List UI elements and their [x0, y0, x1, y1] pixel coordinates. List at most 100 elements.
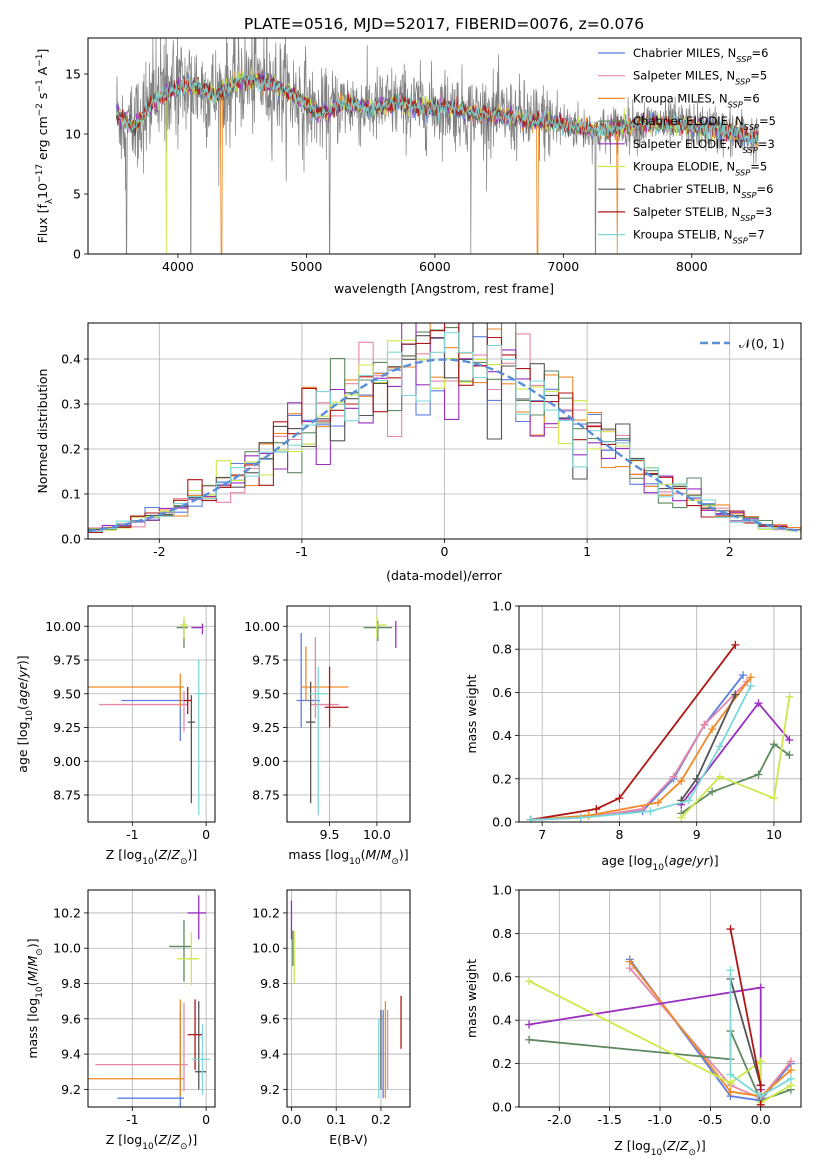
weight-marker-2	[746, 673, 755, 682]
y-tick-label: 0.4	[492, 728, 512, 743]
axes-frame	[518, 605, 802, 823]
y-tick-label: 8.75	[53, 788, 81, 803]
weight-marker-8	[646, 807, 655, 816]
x-tick-label: -1	[296, 544, 308, 559]
x-tick-label: -1	[126, 827, 138, 842]
weight-marker-3	[708, 787, 717, 796]
weight-marker-0	[739, 671, 748, 680]
weight-marker-4	[785, 735, 794, 744]
y-axis-label: age [log10(age/yr)]	[15, 655, 35, 772]
weight-marker-2	[677, 776, 686, 785]
weight-marker-5	[785, 692, 794, 701]
axes-frame	[87, 605, 216, 823]
weight-marker-4	[754, 699, 763, 708]
weight-marker-7	[615, 794, 624, 803]
axes-age-z: -1 0 8.75 9.00 9.25 9.50 9.75 10.00 Z [log10(Z/Z…	[15, 605, 216, 867]
y-tick-label: 0.4	[492, 1013, 512, 1028]
weight-marker-5	[769, 794, 778, 803]
legend-entry-6: Chabrier STELIB, NSSP=6	[633, 182, 773, 200]
weight-marker-3	[785, 751, 794, 760]
weight-marker-8	[746, 681, 755, 690]
x-axis-label: Z [log10(Z/Z⊙)]	[106, 1132, 198, 1152]
weight-marker-2	[726, 1087, 735, 1096]
legend-entry-1: Salpeter MILES, NSSP=5	[633, 69, 767, 87]
weight-marker-4	[756, 983, 765, 992]
y-axis-label: Flux [fλ10−17 erg cm−2 s−1 A−1]	[35, 49, 55, 244]
plot-area-mass-z	[88, 895, 210, 1107]
x-tick-label: 7000	[547, 259, 579, 274]
axes-spectrum: 4000 5000 6000 7000 8000 0 5 10 15 Chabrier MILES…	[35, 37, 802, 296]
x-tick-label: 0.1	[326, 1112, 346, 1127]
x-tick-label: 0	[202, 1112, 210, 1127]
weight-line-8	[530, 685, 752, 821]
x-tick-label: 2	[726, 544, 734, 559]
weight-marker-8	[726, 1070, 735, 1079]
x-axis-label: wavelength [Angstrom, rest frame]	[334, 281, 554, 296]
weight-marker-7	[592, 805, 601, 814]
x-axis-label: E(B-V)	[329, 1132, 368, 1147]
x-tick-label: 9	[693, 827, 701, 842]
legend-entry-normal: 𝒩(0, 1)	[739, 336, 785, 351]
weight-line-2	[629, 961, 792, 1098]
y-tick-label: 0.2	[492, 1056, 512, 1071]
spectrum-legend: Chabrier MILES, NSSP=6 Salpeter MILES, NS…	[598, 46, 776, 246]
y-tick-label: 0.0	[492, 815, 512, 830]
y-tick-label: 9.8	[61, 976, 81, 991]
weight-marker-2	[654, 798, 663, 807]
x-tick-label: 0.2	[371, 1112, 391, 1127]
x-axis-label: Z [log10(Z/Z⊙)]	[106, 847, 198, 867]
y-tick-label: 0.6	[492, 969, 512, 984]
y-axis-label: mass weight	[464, 959, 479, 1038]
plot-area-residuals	[88, 323, 801, 534]
model-line-8	[115, 71, 759, 145]
weight-marker-8	[526, 815, 535, 822]
weight-marker-7	[756, 1100, 765, 1107]
weight-marker-4	[525, 1020, 534, 1029]
y-tick-label: 9.6	[260, 1011, 280, 1026]
weight-marker-8	[756, 1092, 765, 1101]
y-tick-label: 0.8	[492, 926, 512, 941]
weight-marker-5	[525, 977, 534, 986]
plot-area-mass-ebv	[290, 900, 402, 1099]
y-tick-label: 1.0	[492, 883, 512, 898]
weight-marker-6	[731, 690, 740, 699]
y-tick-label: 0	[73, 247, 81, 262]
x-tick-label: 8	[615, 827, 623, 842]
x-axis-label: (data-model)/error	[386, 568, 503, 583]
plot-area-weight-age	[526, 640, 794, 822]
weight-marker-7	[731, 640, 740, 649]
normal-reference-curve	[88, 358, 801, 533]
y-tick-label: 10	[65, 127, 81, 142]
axes-mass-z: -1 0 9.2 9.4 9.6 9.8 10.0 10.2 Z [log10(Z/Z⊙)] ma…	[25, 889, 216, 1152]
weight-marker-7	[726, 925, 735, 934]
weight-line-7	[530, 644, 737, 821]
y-tick-label: 0.2	[61, 442, 81, 457]
y-tick-label: 0.1	[61, 487, 81, 502]
x-tick-label: 0	[202, 827, 210, 842]
y-tick-label: 0.8	[492, 642, 512, 657]
y-tick-label: 1.0	[492, 599, 512, 614]
x-tick-label: 8000	[676, 259, 708, 274]
x-tick-label: 6000	[419, 259, 451, 274]
y-tick-label: 9.50	[252, 686, 280, 701]
weight-marker-8	[576, 813, 585, 822]
legend-entry-3: Chabrier ELODIE, NSSP=5	[633, 114, 776, 132]
axes-frame	[286, 605, 411, 823]
y-tick-label: 15	[65, 67, 81, 82]
legend-entry-7: Salpeter STELIB, NSSP=3	[633, 205, 772, 223]
histogram-8	[88, 332, 801, 534]
y-tick-label: 10.00	[244, 619, 280, 634]
y-axis-label: Normed distribution	[35, 369, 50, 494]
x-tick-label: 10	[766, 827, 782, 842]
y-tick-label: 9.6	[61, 1011, 81, 1026]
x-tick-label: 9.5	[320, 827, 340, 842]
y-tick-label: 9.8	[260, 976, 280, 991]
weight-marker-1	[669, 772, 678, 781]
weight-marker-3	[525, 1035, 534, 1044]
y-tick-label: 9.75	[53, 653, 81, 668]
y-tick-label: 9.4	[260, 1047, 280, 1062]
y-tick-label: 9.00	[252, 754, 280, 769]
weight-marker-5	[726, 1079, 735, 1088]
x-axis-label: Z [log10(Z/Z⊙)]	[614, 1138, 706, 1158]
weight-marker-5	[715, 772, 724, 781]
